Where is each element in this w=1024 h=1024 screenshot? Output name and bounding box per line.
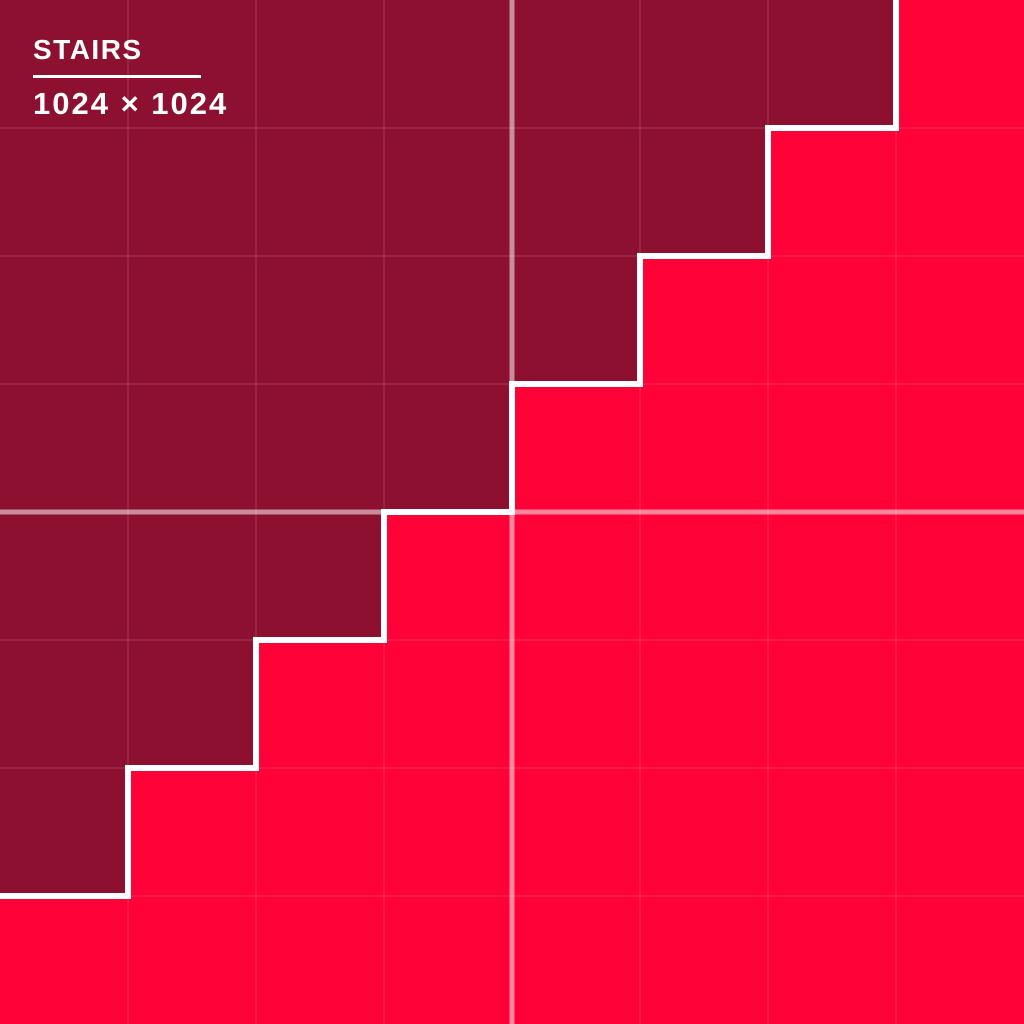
title-underline (33, 75, 201, 78)
header-label-block: STAIRS 1024 × 1024 (33, 36, 228, 119)
dimensions-label: 1024 × 1024 (33, 86, 229, 121)
pattern-title: STAIRS (33, 34, 143, 65)
